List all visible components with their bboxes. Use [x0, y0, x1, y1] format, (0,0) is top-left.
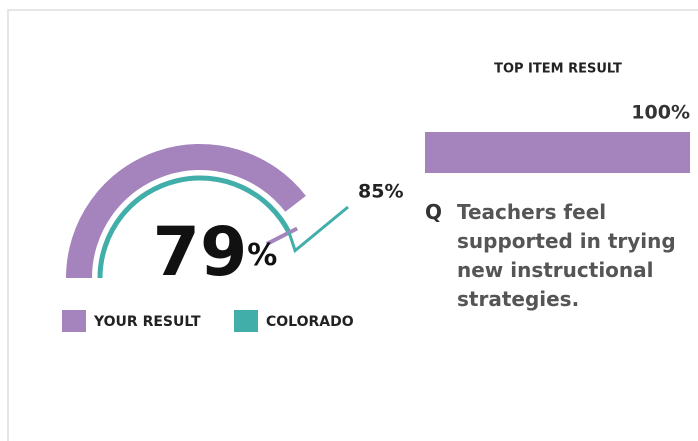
colorado-label: 85%	[358, 181, 403, 203]
your-result-arc	[66, 144, 306, 279]
card	[7, 9, 698, 441]
legend-label: YOUR RESULT	[93, 314, 201, 330]
your-result-label: 79%	[153, 213, 278, 292]
leader-line	[287, 205, 349, 254]
colorado-tick	[265, 226, 299, 246]
legend-swatch	[62, 310, 86, 332]
question-text: Teachers feel supported in trying new in…	[457, 200, 676, 311]
bar-value-label: 100%	[631, 102, 690, 124]
colorado-arc	[97, 175, 292, 279]
legend-swatch	[234, 310, 258, 332]
bar	[425, 132, 690, 173]
question-marker: Q	[425, 200, 443, 224]
legend-label: COLORADO	[266, 314, 354, 330]
bar-title: TOP ITEM RESULT	[494, 62, 622, 77]
